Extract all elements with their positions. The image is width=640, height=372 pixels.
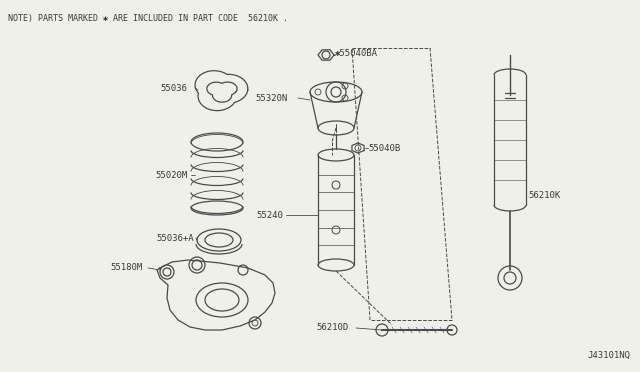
Text: 55320N: 55320N	[255, 93, 287, 103]
Text: 55020M: 55020M	[155, 170, 188, 180]
Text: 55240: 55240	[256, 211, 283, 219]
Text: J43101NQ: J43101NQ	[587, 351, 630, 360]
Text: 56210K: 56210K	[528, 190, 560, 199]
Text: 55036+A: 55036+A	[156, 234, 194, 243]
Text: 55180M: 55180M	[110, 263, 142, 273]
Text: ✱55040BA: ✱55040BA	[335, 48, 378, 58]
Text: 55036: 55036	[160, 83, 187, 93]
Text: NOTE) PARTS MARKED ✱ ARE INCLUDED IN PART CODE  56210K .: NOTE) PARTS MARKED ✱ ARE INCLUDED IN PAR…	[8, 14, 288, 23]
Text: 56210D: 56210D	[316, 324, 348, 333]
Text: 55040B: 55040B	[368, 144, 400, 153]
